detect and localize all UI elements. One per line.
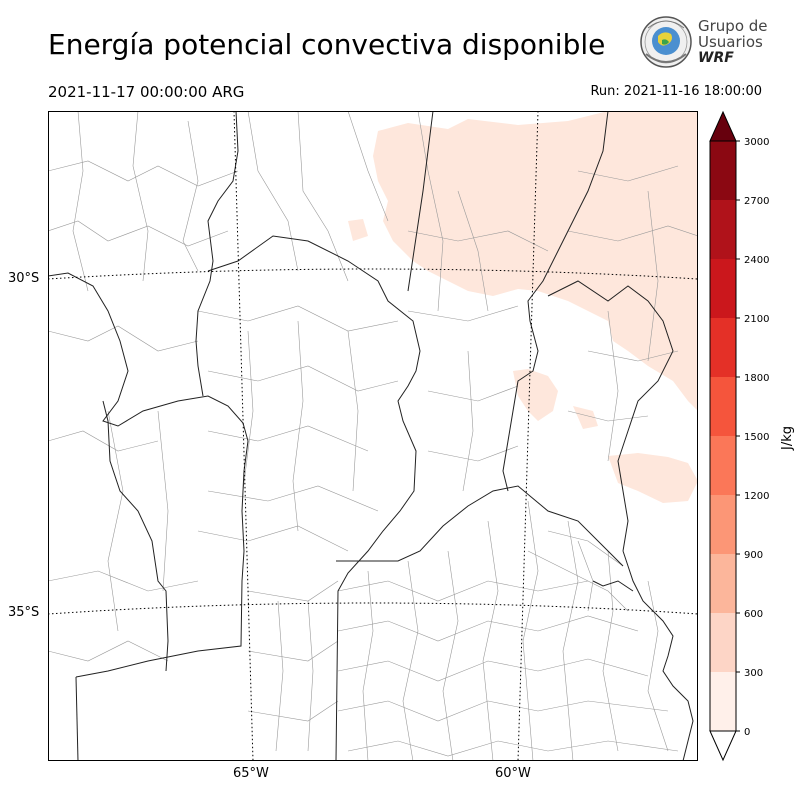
colorbar-bin: [710, 436, 736, 495]
colorbar-tick-label: 3000: [744, 137, 769, 148]
colorbar-tick-label: 1200: [744, 491, 769, 502]
colorbar-bin: [710, 259, 736, 318]
colorbar-bin: [710, 200, 736, 259]
colorbar-tick-label: 1800: [744, 373, 769, 384]
logo-line-2: Usuarios: [698, 33, 763, 51]
colorbar-tick-label: 600: [744, 609, 763, 620]
colorbar-tick-label: 1500: [744, 432, 769, 443]
cape-shading: [348, 111, 698, 503]
province-boundaries: [48, 111, 674, 761]
colorbar-bin: [710, 318, 736, 377]
colorbar-unit-label: J/kg: [780, 426, 795, 451]
wrf-logo: Grupo de Usuarios WRF: [638, 14, 768, 72]
lat-label-35s: 35°S: [8, 605, 40, 620]
graticule: [48, 111, 698, 761]
colorbar-tick-label: 2400: [744, 255, 769, 266]
run-time: Run: 2021-11-16 18:00:00: [590, 84, 762, 99]
colorbar-bin: [710, 495, 736, 554]
colorbar-extend-min: [709, 730, 737, 762]
logo-text: Grupo de Usuarios WRF: [698, 18, 768, 66]
colorbar-tick-label: 900: [744, 550, 763, 561]
cape-map: [48, 111, 698, 761]
colorbar-bin: [710, 554, 736, 613]
colorbar: 0 300 600 900 1200 1500 1800 2100 2400 2700 3000 J/…: [709, 110, 795, 762]
lon-label-60w: 60°W: [495, 766, 531, 781]
logo-line-1: Grupo de: [698, 17, 768, 35]
globe-emblem-icon: [640, 16, 692, 68]
colorbar-bin: [710, 377, 736, 436]
lon-label-65w: 65°W: [233, 766, 269, 781]
colorbar-tick-label: 2700: [744, 196, 769, 207]
valid-time: 2021-11-17 00:00:00 ARG: [48, 83, 245, 101]
colorbar-tick-label: 0: [744, 727, 750, 738]
colorbar-bin: [710, 672, 736, 731]
logo-line-3: WRF: [698, 50, 734, 66]
coastline: [592, 550, 694, 761]
page-title: Energía potencial convectiva disponible: [48, 28, 606, 61]
colorbar-tick-label: 300: [744, 668, 763, 679]
colorbar-tick-label: 2100: [744, 314, 769, 325]
colorbar-bin: [710, 141, 736, 200]
colorbar-bin: [710, 613, 736, 672]
colorbar-extend-max: [709, 110, 737, 142]
lat-label-30s: 30°S: [8, 271, 40, 286]
